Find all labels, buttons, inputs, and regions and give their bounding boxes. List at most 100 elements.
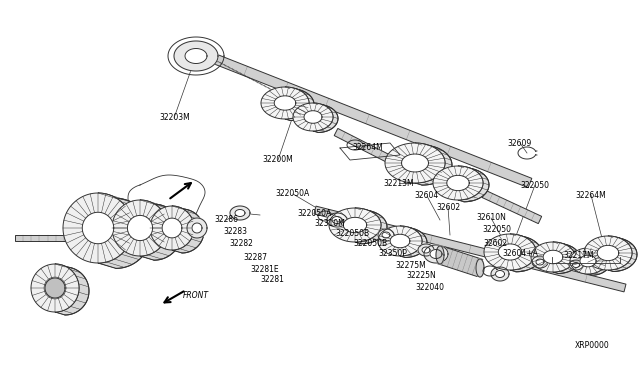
Polygon shape	[45, 278, 65, 298]
Text: 322050A: 322050A	[298, 208, 332, 218]
Polygon shape	[293, 103, 333, 131]
Text: 32310M: 32310M	[315, 219, 346, 228]
Polygon shape	[15, 235, 80, 241]
Polygon shape	[343, 217, 367, 232]
Polygon shape	[499, 244, 522, 260]
Text: 32283: 32283	[223, 228, 247, 237]
Polygon shape	[424, 245, 448, 263]
Polygon shape	[536, 259, 544, 265]
Polygon shape	[422, 247, 430, 253]
Polygon shape	[495, 270, 504, 278]
Text: 32282: 32282	[229, 240, 253, 248]
Text: 32604: 32604	[415, 192, 439, 201]
Polygon shape	[327, 213, 347, 227]
Polygon shape	[510, 234, 542, 272]
Polygon shape	[172, 206, 204, 253]
Polygon shape	[332, 217, 342, 224]
Polygon shape	[203, 50, 532, 187]
Polygon shape	[418, 244, 434, 256]
Polygon shape	[531, 242, 575, 272]
Polygon shape	[187, 218, 207, 238]
Polygon shape	[436, 246, 444, 264]
Text: 32610N: 32610N	[476, 214, 506, 222]
Polygon shape	[447, 175, 469, 190]
Polygon shape	[491, 267, 509, 281]
Text: FRONT: FRONT	[183, 292, 209, 301]
Polygon shape	[570, 248, 606, 274]
Polygon shape	[274, 96, 296, 110]
Polygon shape	[285, 87, 314, 121]
Text: 32602: 32602	[436, 202, 460, 212]
Text: 32350P: 32350P	[379, 250, 408, 259]
Text: 322050B: 322050B	[353, 240, 387, 248]
Polygon shape	[484, 234, 536, 270]
Text: 322050: 322050	[520, 180, 550, 189]
Text: 32287: 32287	[243, 253, 267, 263]
Polygon shape	[433, 166, 483, 200]
Polygon shape	[415, 143, 452, 185]
Text: 32281: 32281	[260, 276, 284, 285]
Text: 32264M: 32264M	[575, 190, 606, 199]
Polygon shape	[569, 260, 583, 270]
Polygon shape	[63, 193, 133, 263]
Text: 32275M: 32275M	[396, 262, 426, 270]
Polygon shape	[553, 242, 580, 273]
Polygon shape	[235, 209, 245, 217]
Polygon shape	[401, 154, 429, 172]
Polygon shape	[313, 103, 338, 132]
Text: 32200M: 32200M	[262, 155, 293, 164]
Text: 32604+A: 32604+A	[502, 250, 538, 259]
Polygon shape	[378, 229, 394, 241]
Polygon shape	[483, 190, 541, 224]
Polygon shape	[44, 277, 66, 299]
Text: 322050: 322050	[483, 225, 511, 234]
Polygon shape	[573, 263, 579, 267]
Polygon shape	[608, 236, 637, 272]
Polygon shape	[112, 200, 168, 256]
Polygon shape	[390, 234, 410, 248]
Polygon shape	[334, 128, 397, 166]
Polygon shape	[543, 250, 563, 264]
Polygon shape	[150, 206, 194, 250]
Polygon shape	[83, 212, 114, 244]
Polygon shape	[476, 259, 484, 277]
Polygon shape	[532, 256, 548, 268]
Polygon shape	[185, 48, 207, 64]
Text: 322050A: 322050A	[276, 189, 310, 199]
Text: 32213M: 32213M	[384, 179, 414, 187]
Polygon shape	[314, 206, 626, 292]
Text: 322050B: 322050B	[335, 228, 369, 237]
Polygon shape	[458, 166, 489, 202]
Text: 322040: 322040	[415, 283, 445, 292]
Polygon shape	[31, 264, 79, 312]
Polygon shape	[385, 143, 445, 183]
Polygon shape	[127, 215, 152, 241]
Text: 32203M: 32203M	[159, 113, 190, 122]
Text: 32609: 32609	[508, 138, 532, 148]
Polygon shape	[174, 41, 218, 71]
Polygon shape	[597, 246, 619, 261]
Polygon shape	[355, 208, 387, 244]
Polygon shape	[437, 246, 483, 276]
Text: 32217M: 32217M	[564, 251, 595, 260]
Polygon shape	[98, 193, 151, 269]
Polygon shape	[382, 232, 390, 238]
Text: 32281E: 32281E	[251, 264, 279, 273]
Polygon shape	[304, 111, 322, 123]
Polygon shape	[162, 218, 182, 238]
Polygon shape	[329, 208, 381, 242]
Polygon shape	[430, 250, 442, 259]
Polygon shape	[400, 226, 427, 257]
Polygon shape	[588, 248, 610, 275]
Text: 32225N: 32225N	[406, 272, 436, 280]
Polygon shape	[55, 264, 89, 315]
Polygon shape	[140, 200, 182, 260]
Text: 32264M: 32264M	[353, 144, 383, 153]
Polygon shape	[230, 206, 250, 220]
Text: 32602: 32602	[483, 238, 507, 247]
Polygon shape	[378, 226, 422, 256]
Text: XRP0000: XRP0000	[575, 340, 609, 350]
Polygon shape	[584, 236, 632, 270]
Polygon shape	[192, 223, 202, 233]
Polygon shape	[580, 255, 596, 267]
